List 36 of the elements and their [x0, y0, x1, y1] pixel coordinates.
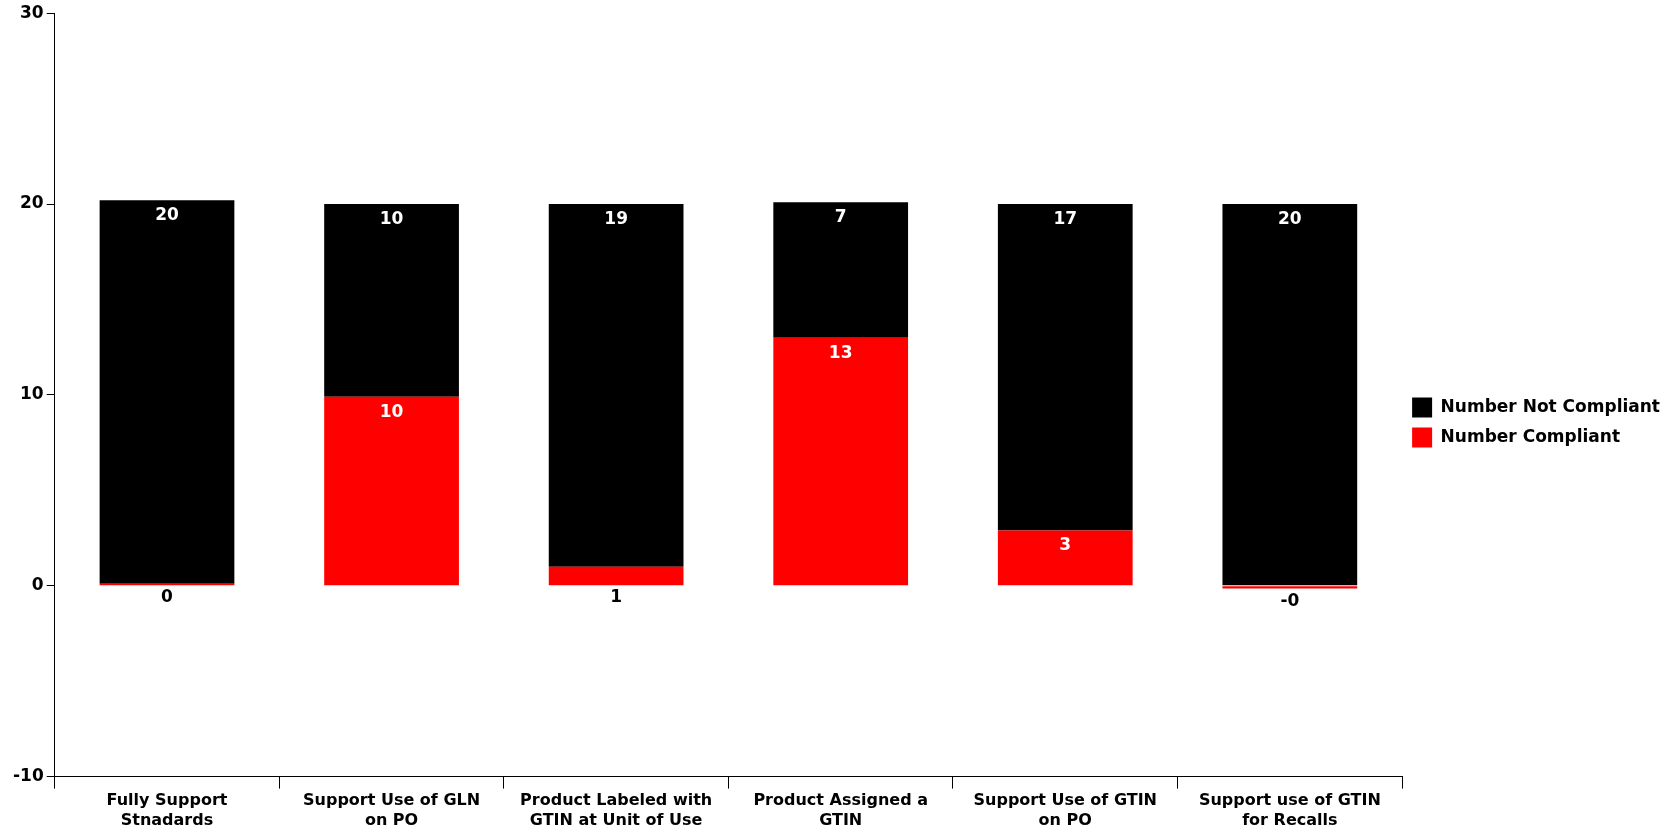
bar [548, 204, 684, 567]
x-tick-label: Support use of GTIN for Recalls [1198, 790, 1381, 829]
bar [773, 202, 909, 338]
data-label: 7 [834, 206, 847, 227]
data-label: -0 [1280, 589, 1300, 610]
data-label: 17 [1053, 207, 1078, 228]
x-tick-label: Product Assigned a GTIN [753, 790, 928, 829]
y-tick-label: -10 [12, 765, 44, 786]
bar [1222, 586, 1358, 589]
legend-label: Number Not Compliant [1440, 395, 1660, 416]
data-label: 19 [604, 207, 628, 228]
bar [773, 337, 909, 586]
data-label: 20 [1277, 207, 1302, 228]
data-label: 10 [379, 400, 404, 421]
data-label: 13 [828, 341, 853, 362]
data-label: 20 [155, 204, 179, 225]
data-label: 10 [379, 207, 404, 228]
bar [1222, 204, 1358, 586]
bar [997, 204, 1133, 531]
y-tick-label: 20 [20, 192, 44, 213]
bar [548, 566, 684, 586]
y-tick-label: 30 [20, 1, 44, 22]
y-tick-label: 0 [31, 574, 44, 595]
x-tick-label: Support Use of GTIN on PO [973, 790, 1158, 829]
y-tick-label: 10 [20, 383, 44, 404]
x-tick-label: Fully Support Stnadards [106, 790, 228, 829]
data-label: 1 [610, 586, 623, 607]
bar [99, 200, 235, 584]
bar [324, 396, 459, 586]
bar [324, 204, 459, 397]
x-tick-label: Product Labeled with GTIN at Unit of Use [520, 790, 713, 829]
data-label: 0 [161, 586, 174, 607]
bar [997, 530, 1133, 586]
x-tick-label: Support Use of GLN on PO [303, 790, 481, 829]
legend-label: Number Compliant [1440, 425, 1621, 446]
data-label: 3 [1059, 534, 1072, 555]
